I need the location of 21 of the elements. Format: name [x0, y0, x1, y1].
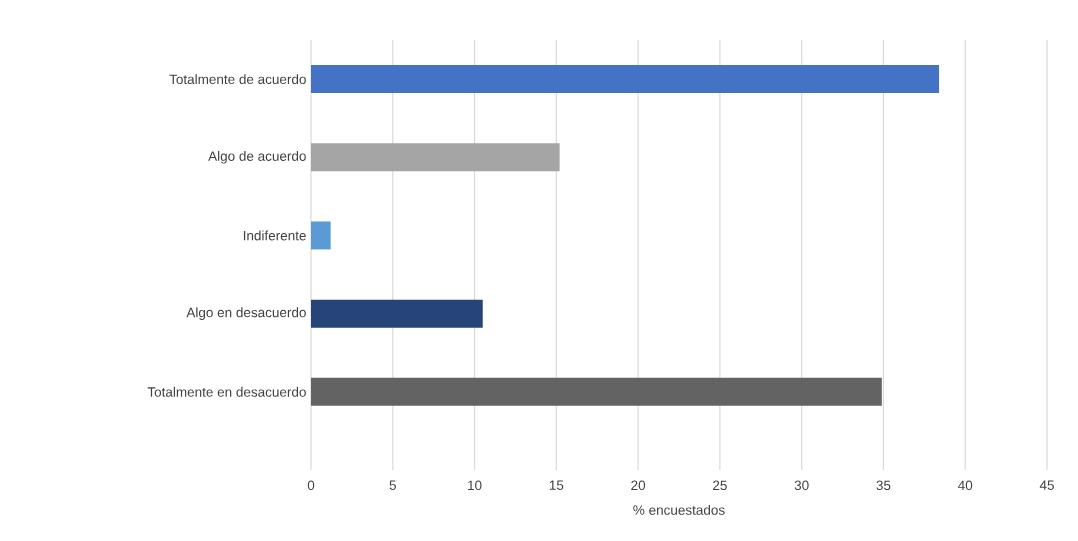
x-tick-label: 35 — [876, 480, 891, 491]
y-tick-label: Totalmente de acuerdo — [169, 74, 306, 85]
x-tick-label: 15 — [549, 480, 564, 490]
x-tick-label: 25 — [713, 480, 727, 491]
x-axis-title: % encuestados — [633, 504, 725, 515]
y-tick-label: Totalmente en desacuerdo — [147, 386, 306, 397]
y-tick-label: Algo de acuerdo — [208, 150, 306, 164]
bar — [311, 377, 882, 406]
bar — [311, 65, 940, 94]
bar — [311, 221, 331, 250]
x-tick-label: 0 — [307, 480, 315, 491]
x-tick-label: 45 — [1039, 480, 1054, 490]
x-tick-label: 10 — [468, 480, 482, 491]
x-tick-label: 5 — [389, 480, 396, 490]
x-tick-label: 40 — [958, 480, 973, 491]
y-tick-label: Algo en desacuerdo — [186, 307, 306, 320]
y-tick-label: Indiferente — [243, 230, 306, 241]
bar — [311, 299, 483, 328]
x-tick-label: 30 — [794, 480, 809, 491]
x-tick-label: 20 — [631, 480, 646, 491]
bar — [311, 143, 560, 172]
